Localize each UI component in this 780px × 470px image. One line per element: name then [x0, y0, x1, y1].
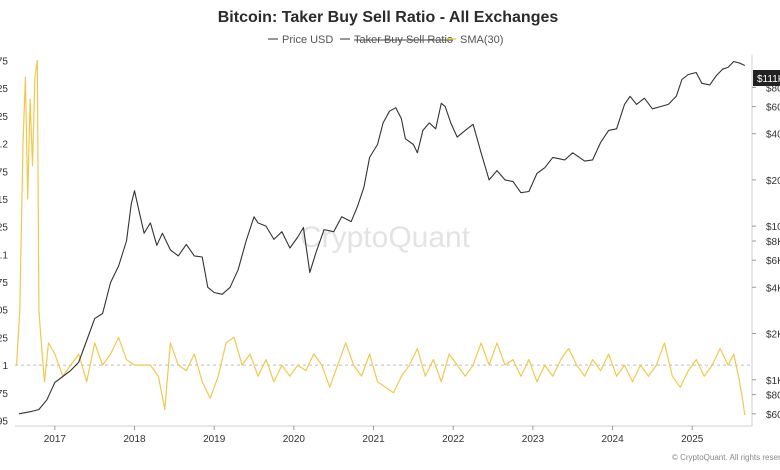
- right-tick-label-7: $10K: [766, 222, 780, 233]
- last-price-marker: $111K: [753, 70, 780, 86]
- left-tick-label-11: 1.225: [0, 112, 8, 123]
- right-tick-label-11: $80K: [766, 83, 780, 94]
- right-tick-label-2: $1K: [766, 376, 780, 387]
- left-tick-label-8: 1.15: [0, 195, 8, 206]
- legend-label-price: Price USD: [282, 34, 333, 46]
- right-tick-label-8: $20K: [766, 176, 780, 187]
- right-tick-label-1: $800: [766, 391, 780, 402]
- legend-label-ratio: Taker Buy Sell Ratio: [354, 34, 453, 46]
- right-tick-label-4: $4K: [766, 283, 780, 294]
- x-tick-label-2024: 2024: [601, 434, 624, 445]
- x-axis-ticks: 2017 2018 2019 2020 2021 2022 2023 2024 2025: [44, 426, 704, 445]
- left-tick-label-6: 1.1: [0, 250, 8, 261]
- chart-title: Bitcoin: Taker Buy Sell Ratio - All Exch…: [218, 9, 559, 26]
- left-axis-ticks: .95 .975 1 1.025 1.05 1.075 1.1 1.125 1.15 1.175 1…: [0, 57, 8, 428]
- left-tick-label-0: .95: [0, 416, 8, 427]
- series-layer: [16, 59, 746, 415]
- left-tick-label-3: 1.025: [0, 333, 8, 344]
- x-tick-label-2023: 2023: [522, 434, 545, 445]
- series-line-sma-30: [16, 59, 746, 415]
- x-tick-label-2018: 2018: [123, 434, 146, 445]
- x-tick-label-2017: 2017: [44, 434, 67, 445]
- left-tick-label-4: 1.05: [0, 306, 8, 317]
- x-tick-label-2025: 2025: [681, 434, 704, 445]
- legend: Price USD Taker Buy Sell Ratio SMA(30): [268, 34, 503, 46]
- left-tick-label-1: .975: [0, 389, 8, 400]
- right-axis-ticks: $600 $800 $1K $2K $4K $6K $8K $10K $20K $40K $60K $…: [752, 83, 780, 421]
- right-tick-label-9: $40K: [766, 130, 780, 141]
- x-tick-label-2019: 2019: [203, 434, 226, 445]
- last-price-box: [753, 70, 780, 86]
- x-tick-label-2022: 2022: [442, 434, 465, 445]
- right-tick-label-10: $60K: [766, 103, 780, 114]
- series-line-price-usd: [18, 60, 746, 415]
- right-tick-label-3: $2K: [766, 330, 780, 341]
- last-price-label: $111K: [757, 74, 780, 85]
- left-tick-label-12: 1.25: [0, 84, 8, 95]
- right-tick-label-0: $600: [766, 410, 780, 421]
- x-tick-label-2021: 2021: [362, 434, 385, 445]
- left-tick-label-9: 1.175: [0, 167, 8, 178]
- copyright-footer: © CryptoQuant. All rights reserved: [672, 453, 780, 462]
- x-tick-label-2020: 2020: [283, 434, 306, 445]
- left-tick-label-2: 1: [2, 361, 8, 372]
- left-tick-label-7: 1.125: [0, 223, 8, 234]
- watermark: CryptoQuant: [300, 221, 471, 254]
- left-tick-label-10: 1.2: [0, 140, 8, 151]
- left-tick-label-13: 1.275: [0, 57, 8, 68]
- legend-label-sma: SMA(30): [460, 34, 503, 46]
- left-tick-label-5: 1.075: [0, 278, 8, 289]
- right-tick-label-6: $8K: [766, 237, 780, 248]
- right-tick-label-5: $6K: [766, 256, 780, 267]
